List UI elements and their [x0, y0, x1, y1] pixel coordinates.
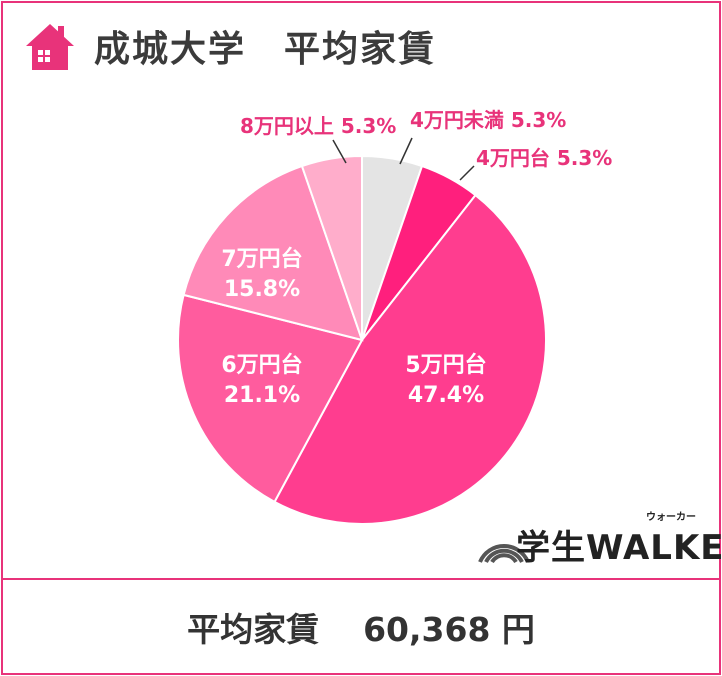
pie-chart: 4万円未満 5.3% 4万円台 5.3% 5万円台 47.4% 6万円台 21.1% 7万円… [177, 108, 612, 525]
pie-slice [177, 293, 364, 504]
slice-category-label: 5万円台 [405, 352, 486, 378]
footer: 平均家賃 60,368 円 [0, 580, 722, 674]
chart-title: 成城大学 平均家賃 [94, 29, 437, 70]
slice-value-label: 47.4% [408, 383, 484, 408]
gakusei-walker-logo: 学生WALKER ウォーカー [474, 508, 722, 572]
house-icon [26, 24, 74, 70]
footer-divider [1, 578, 721, 580]
slice-value-label: 21.1% [224, 383, 300, 408]
slice-outside-label: 8万円以上 5.3% [240, 114, 396, 138]
pie-slice [273, 193, 547, 525]
slice-value-label: 15.8% [224, 277, 300, 302]
leader-line [332, 139, 347, 164]
logo-kana: ウォーカー [646, 512, 696, 523]
slice-category-label: 7万円台 [221, 246, 302, 272]
leader-line [459, 165, 475, 181]
title-row: 成城大学 平均家賃 [24, 14, 436, 78]
slice-category-label: 6万円台 [221, 352, 302, 378]
logo-text: 学生WALKER [516, 528, 722, 568]
pie-slice [300, 154, 363, 341]
slice-outside-label: 4万円未満 5.3% [410, 108, 566, 132]
average-rent-value: 60,368 円 [363, 610, 535, 649]
logo-arc-icon [478, 544, 530, 564]
pie-slice [182, 164, 364, 342]
slice-outside-label: 4万円台 5.3% [476, 146, 612, 170]
average-rent-label: 平均家賃 [187, 610, 320, 649]
leader-line [399, 137, 413, 165]
